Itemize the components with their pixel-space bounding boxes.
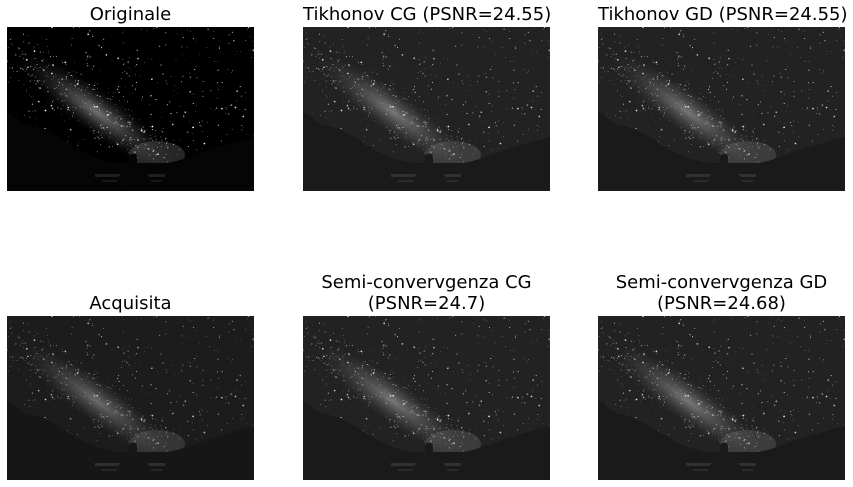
- panel-title: Semi-convervgenza GD (PSNR=24.68): [598, 272, 845, 314]
- panel-title: Semi-convervgenza CG (PSNR=24.7): [303, 272, 550, 314]
- panel-original: Originale: [7, 4, 254, 191]
- panel-title-line: (PSNR=24.7): [367, 293, 486, 314]
- night-sky-image: [7, 316, 254, 480]
- night-sky-image: [598, 27, 845, 191]
- night-sky-image: [303, 27, 550, 191]
- night-sky-image: [7, 27, 254, 191]
- panel-title: Tikhonov GD (PSNR=24.55): [598, 4, 848, 25]
- photo-graphic: [303, 27, 550, 191]
- panel-title-line: Semi-convervgenza CG: [321, 272, 532, 293]
- panel-tikhonov-gd: Tikhonov GD (PSNR=24.55): [598, 4, 848, 191]
- panel-title-line: Tikhonov CG (PSNR=24.55): [303, 4, 552, 25]
- night-sky-image: [598, 316, 845, 480]
- panel-title: Acquisita: [7, 293, 254, 314]
- panel-title-line: Semi-convervgenza GD: [615, 272, 828, 293]
- photo-graphic: [598, 27, 845, 191]
- panel-title: Tikhonov CG (PSNR=24.55): [303, 4, 552, 25]
- night-sky-image: [303, 316, 550, 480]
- panel-title-line: (PSNR=24.68): [657, 293, 786, 314]
- photo-graphic: [7, 316, 254, 480]
- panel-title-line: Acquisita: [89, 293, 172, 314]
- photo-graphic: [598, 316, 845, 480]
- panel-acquisita: Acquisita: [7, 272, 254, 480]
- panel-title-line: Tikhonov GD (PSNR=24.55): [598, 4, 848, 25]
- panel-semiconvergenza-gd: Semi-convervgenza GD (PSNR=24.68): [598, 272, 845, 480]
- panel-tikhonov-cg: Tikhonov CG (PSNR=24.55): [303, 4, 552, 191]
- panel-semiconvergenza-cg: Semi-convervgenza CG (PSNR=24.7): [303, 272, 550, 480]
- panel-title: Originale: [7, 4, 254, 25]
- panel-title-line: Originale: [89, 4, 172, 25]
- photo-graphic: [7, 27, 254, 191]
- photo-graphic: [303, 316, 550, 480]
